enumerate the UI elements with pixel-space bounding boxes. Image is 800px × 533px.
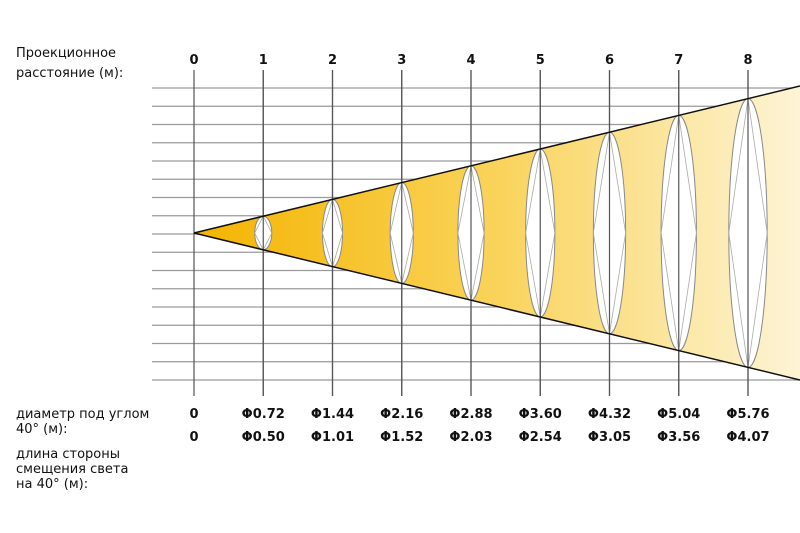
distance: 5	[536, 53, 545, 68]
side-length: Φ4.07	[726, 430, 769, 445]
projection-label: Проекционное	[16, 46, 116, 61]
side-length: Φ1.52	[380, 430, 423, 445]
diameter: Φ4.32	[588, 407, 631, 422]
side-length: Φ0.50	[242, 430, 285, 445]
columns	[254, 70, 768, 396]
side-length: Φ3.56	[657, 430, 700, 445]
diameter: Φ2.16	[380, 407, 423, 422]
side-length: Φ1.01	[311, 430, 354, 445]
side-label: смещения света	[16, 462, 128, 477]
distance: 0	[189, 53, 198, 68]
diameter: Φ5.76	[726, 407, 769, 422]
distance: 1	[259, 53, 268, 68]
cone-edge	[193, 85, 800, 234]
diameter-label: диаметр под углом	[16, 407, 149, 422]
distance: 3	[397, 53, 406, 68]
diameter: Φ1.44	[311, 407, 354, 422]
distance: 7	[674, 53, 683, 68]
side-length: Φ2.03	[449, 430, 492, 445]
diameter: Φ2.88	[449, 407, 492, 422]
light-cone	[194, 86, 800, 380]
side-label: на 40° (м):	[16, 477, 88, 492]
diameter: Φ5.04	[657, 407, 700, 422]
labels: 0 0 0 1 Φ0.72 Φ0.50 2 Φ1.44 Φ1.01 3 Φ2.16 Φ1.52 4 Φ2.…	[16, 46, 770, 492]
diameter: Φ0.72	[242, 407, 285, 422]
side-label: длина стороны	[16, 447, 120, 462]
side-length: Φ2.54	[519, 430, 562, 445]
projection-label: расстояние (м):	[16, 66, 123, 81]
distance: 2	[328, 53, 337, 68]
side-length: 0	[189, 430, 198, 445]
side-length: Φ3.05	[588, 430, 631, 445]
distance: 4	[466, 53, 475, 68]
cone-edge	[193, 232, 800, 381]
distance: 8	[743, 53, 752, 68]
diameter: 0	[189, 407, 198, 422]
diameter-label: 40° (м):	[16, 422, 68, 437]
diameter: Φ3.60	[519, 407, 562, 422]
distance: 6	[605, 53, 614, 68]
